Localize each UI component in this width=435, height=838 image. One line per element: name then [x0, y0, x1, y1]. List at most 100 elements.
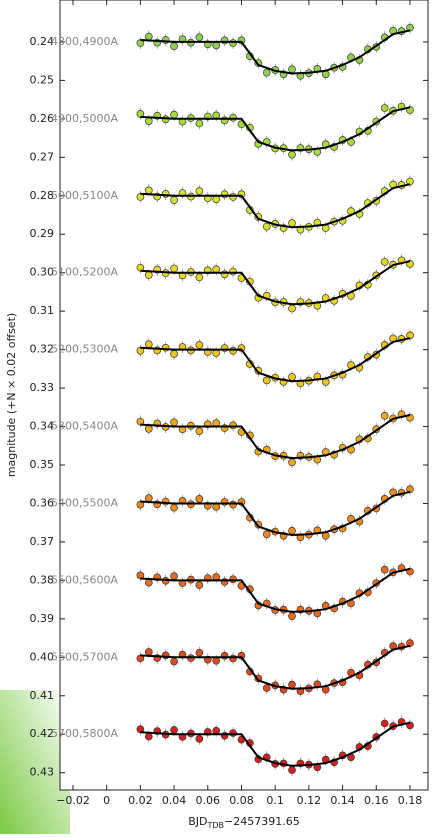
series-label: 5000,5100A: [51, 189, 118, 202]
y-tick-label: 0.36: [30, 496, 55, 509]
data-point: [195, 341, 204, 349]
data-point: [288, 150, 296, 159]
data-point: [288, 766, 296, 774]
data-point: [170, 418, 178, 427]
data-point: [262, 68, 271, 77]
data-point: [144, 32, 153, 41]
data-point: [136, 109, 145, 118]
data-point: [170, 349, 178, 358]
model-line: [140, 106, 411, 152]
x-tick-label: 0.1: [266, 794, 284, 807]
data-point: [229, 421, 237, 430]
data-point: [229, 39, 237, 47]
data-point: [144, 494, 153, 502]
data-point: [380, 411, 389, 420]
data-point: [195, 648, 204, 657]
model-line: [140, 183, 411, 229]
data-point: [170, 726, 178, 734]
data-point: [288, 65, 296, 74]
data-point: [288, 526, 296, 535]
model-line: [140, 490, 411, 537]
data-point: [170, 657, 178, 666]
y-tick-label: 0.24: [30, 35, 55, 48]
data-point: [136, 193, 145, 201]
data-point: [136, 725, 145, 734]
series-label: 5200,5300A: [51, 343, 118, 356]
data-point: [170, 572, 178, 581]
data-point: [212, 41, 221, 50]
data-point: [380, 258, 389, 266]
data-point: [229, 654, 237, 663]
data-point: [136, 39, 145, 47]
data-point: [195, 581, 204, 589]
data-point: [170, 503, 178, 512]
x-tick-label: 0.14: [330, 794, 355, 807]
data-point: [144, 578, 153, 587]
data-point: [288, 373, 296, 381]
data-point: [229, 346, 237, 355]
y-tick-label: 0.30: [30, 266, 55, 279]
y-tick-label: 0.32: [30, 343, 55, 356]
series-label: 4900,5000A: [51, 112, 118, 125]
y-tick-label: 0.41: [30, 689, 55, 702]
data-point: [288, 612, 296, 621]
background-decor: [0, 690, 70, 834]
data-point: [195, 33, 204, 42]
data-point: [136, 417, 145, 426]
series-label: 5500,5600A: [51, 573, 118, 586]
data-point: [288, 219, 296, 227]
series-label: 5300,5400A: [51, 420, 118, 433]
y-tick-label: 0.29: [30, 227, 55, 240]
data-point: [195, 187, 204, 196]
data-point: [170, 264, 178, 273]
data-point: [136, 500, 145, 509]
data-point: [144, 424, 153, 433]
data-point: [170, 42, 178, 51]
y-tick-label: 0.35: [30, 458, 55, 471]
y-tick-label: 0.42: [30, 727, 55, 740]
data-point: [212, 349, 221, 357]
data-point: [195, 119, 204, 128]
data-point: [136, 571, 145, 580]
data-point: [136, 263, 145, 272]
data-point: [229, 729, 237, 737]
x-tick-label: 0.12: [297, 794, 322, 807]
data-point: [380, 104, 389, 112]
data-point: [195, 494, 204, 503]
data-point: [144, 271, 153, 279]
model-line: [140, 337, 411, 383]
data-point: [229, 113, 237, 122]
series-label: 5700,5800A: [51, 727, 118, 740]
x-axis-label: BJDTDB−2457391.65: [188, 815, 300, 830]
model-line: [140, 567, 411, 613]
y-axis-label: magnitude (+N × 0.02 offset): [5, 313, 18, 477]
data-point: [262, 376, 271, 385]
x-tick-label: 0.04: [162, 794, 187, 807]
x-tick-label: 0: [103, 794, 110, 807]
data-point: [288, 680, 296, 689]
data-point: [229, 500, 237, 509]
y-tick-label: 0.34: [30, 420, 55, 433]
data-point: [195, 734, 204, 743]
data-point: [136, 654, 145, 663]
y-tick-label: 0.28: [30, 189, 55, 202]
x-label-main: BJD: [188, 815, 207, 828]
x-tick-label: 0.02: [128, 794, 153, 807]
data-point: [144, 732, 153, 741]
y-tick-label: 0.38: [30, 573, 55, 586]
y-tick-label: 0.31: [30, 304, 55, 317]
data-point: [212, 265, 221, 274]
data-point: [262, 530, 271, 539]
x-tick-label: 0.06: [196, 794, 221, 807]
series-label: 4800,4900A: [51, 35, 118, 48]
data-point: [380, 719, 389, 728]
data-point: [136, 346, 145, 355]
x-label-rest: −2457391.65: [224, 815, 300, 828]
y-tick-label: 0.33: [30, 381, 55, 394]
y-tick-label: 0.40: [30, 650, 55, 663]
data-point: [262, 684, 271, 692]
x-tick-label: 0.16: [364, 794, 389, 807]
data-point: [144, 648, 153, 656]
data-point: [144, 117, 153, 126]
